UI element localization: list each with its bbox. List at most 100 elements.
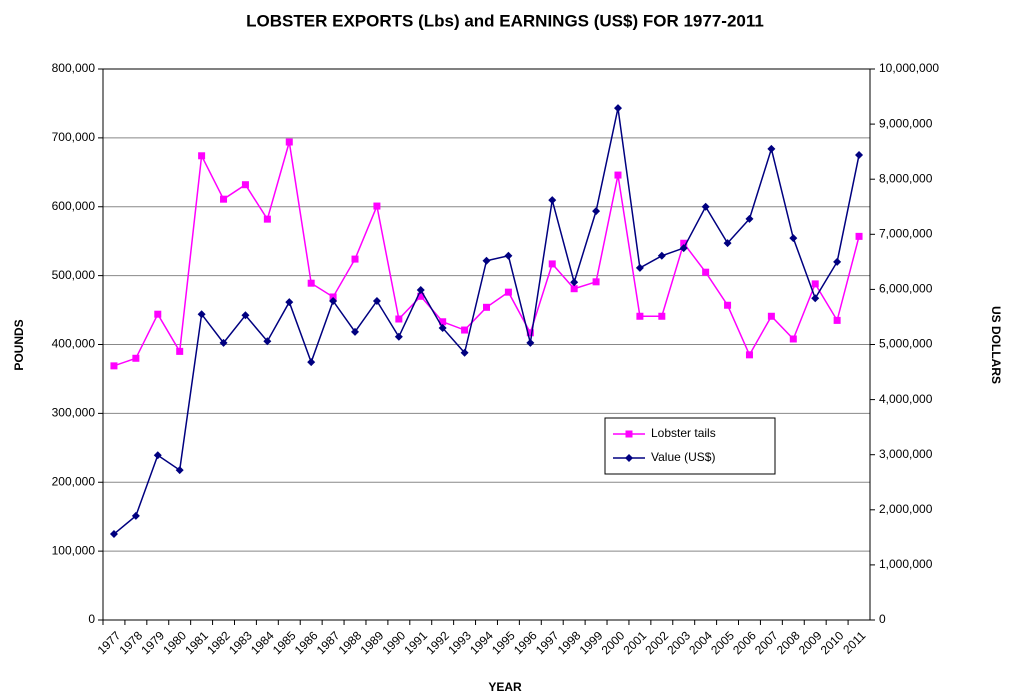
data-point [285,298,294,307]
y2-tick-label: 7,000,000 [879,226,933,240]
y-tick-label: 700,000 [52,130,96,144]
data-point [855,150,864,159]
legend-marker [625,454,633,462]
x-tick-label: 2006 [730,628,759,657]
x-tick-label: 2003 [664,628,693,657]
x-tick-label: 2009 [796,628,825,657]
legend-label: Lobster tails [651,426,716,440]
data-point [724,301,732,309]
y-tick-label: 200,000 [52,474,96,488]
y2-tick-label: 2,000,000 [879,502,933,516]
data-point [745,214,754,223]
data-point [307,279,315,287]
y-tick-label: 400,000 [52,337,96,351]
y2-tick-label: 0 [879,612,886,626]
x-tick-label: 1984 [248,628,277,657]
data-point [460,348,469,357]
x-tick-label: 1992 [423,628,452,657]
data-point [219,338,228,347]
data-point [504,288,512,296]
x-tick-label: 1988 [336,628,365,657]
data-point [373,202,381,210]
y-tick-label: 500,000 [52,268,96,282]
data-point [723,239,732,248]
y2-axis-title: US DOLLARS [989,306,1003,384]
data-point [548,260,556,268]
x-axis-title: YEAR [488,680,522,694]
data-point [592,207,601,216]
data-point [657,251,666,260]
x-tick-label: 1987 [314,628,343,657]
data-point [811,280,819,288]
x-tick-label: 1998 [555,628,584,657]
data-point [153,451,162,460]
data-point [110,362,118,370]
data-point [702,268,710,276]
data-point [263,337,272,346]
y-tick-label: 100,000 [52,543,96,557]
data-point [329,296,338,305]
y-tick-label: 300,000 [52,406,96,420]
x-tick-label: 2011 [840,628,868,656]
chart-title: LOBSTER EXPORTS (Lbs) and EARNINGS (US$)… [246,11,764,30]
data-point [548,196,557,205]
data-point [483,303,490,311]
data-point [636,312,644,320]
x-tick-label: 1997 [533,628,562,657]
x-tick-label: 1979 [138,628,167,657]
y-tick-label: 0 [88,612,95,626]
x-tick-label: 1980 [160,628,189,657]
y2-tick-label: 1,000,000 [879,557,933,571]
data-point [197,310,206,319]
x-tick-label: 2010 [818,628,847,657]
data-point [833,257,842,266]
x-tick-label: 1994 [467,628,496,657]
data-point [220,195,228,203]
data-point [351,327,360,336]
data-point [767,144,776,153]
data-point [613,104,622,113]
y2-tick-label: 4,000,000 [879,392,933,406]
data-point [526,338,535,347]
x-tick-label: 1982 [204,628,233,657]
x-tick-label: 1991 [401,628,430,657]
data-point [570,278,579,287]
data-point [241,181,249,189]
x-tick-label: 1996 [511,628,540,657]
data-point [767,312,775,320]
x-tick-label: 1985 [270,628,299,657]
data-point [592,278,600,286]
x-tick-label: 2007 [752,628,781,657]
y-tick-label: 600,000 [52,199,96,213]
y2-tick-label: 3,000,000 [879,447,933,461]
legend-label: Value (US$) [651,450,715,464]
x-tick-label: 1981 [182,628,211,657]
y2-tick-label: 9,000,000 [879,116,933,130]
y2-tick-label: 5,000,000 [879,337,933,351]
x-tick-label: 1995 [489,628,518,657]
x-tick-label: 1986 [292,628,321,657]
data-point [394,332,403,341]
data-point [263,215,271,223]
data-point [416,285,425,294]
data-point [811,294,820,303]
y2-tick-label: 6,000,000 [879,282,933,296]
y-tick-label: 800,000 [52,61,96,75]
data-point [833,316,841,324]
x-tick-label: 1999 [577,628,606,657]
y2-tick-label: 8,000,000 [879,171,933,185]
data-point [461,326,469,334]
x-tick-label: 2008 [774,628,803,657]
data-point [680,239,688,247]
data-point [745,351,753,359]
data-point [395,315,403,323]
data-point [614,171,622,179]
data-point [570,285,578,293]
data-point [417,292,425,300]
x-tick-label: 1989 [358,628,387,657]
data-point [154,310,162,318]
x-tick-label: 2002 [642,628,671,657]
data-point [372,296,381,305]
data-point [241,311,250,320]
